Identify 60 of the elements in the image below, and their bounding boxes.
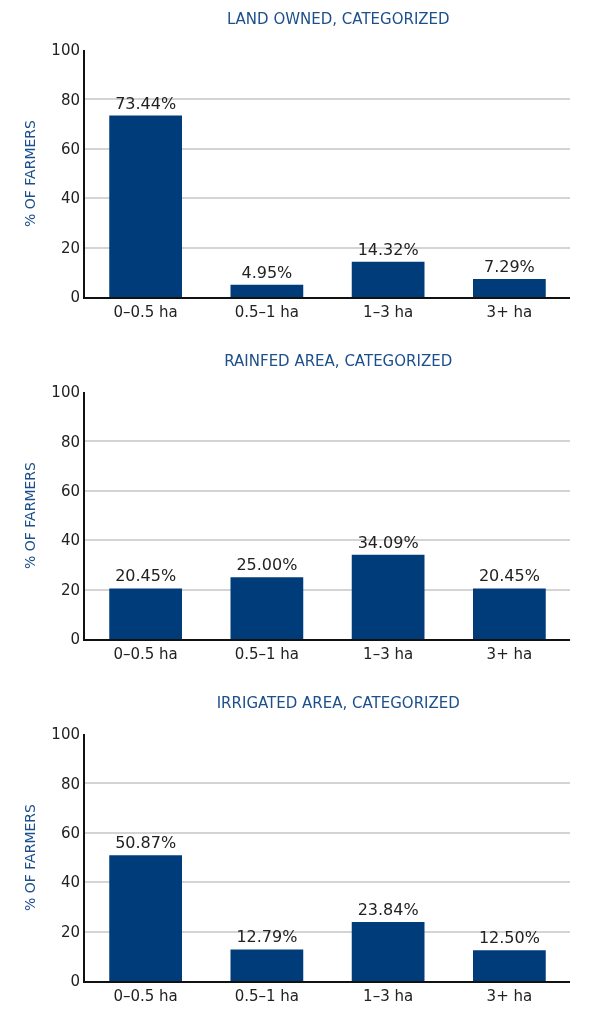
y-tick-label: 20 bbox=[60, 922, 80, 941]
y-tick-label: 0 bbox=[70, 972, 80, 991]
data-label: 50.87% bbox=[115, 833, 177, 853]
data-label: 14.32% bbox=[357, 239, 419, 259]
chart-title: LAND OWNED, CATEGORIZED bbox=[226, 10, 450, 29]
y-tick-label: 60 bbox=[60, 140, 80, 159]
bar bbox=[109, 115, 182, 297]
x-tick-label: 0–0.5 ha bbox=[113, 645, 178, 663]
bar bbox=[351, 922, 425, 981]
y-tick-label: 60 bbox=[60, 482, 80, 501]
x-tick-label: 0–0.5 ha bbox=[113, 987, 178, 1005]
x-tick-label: 1–3 ha bbox=[363, 303, 414, 321]
data-label: 34.09% bbox=[357, 532, 419, 552]
bar bbox=[230, 949, 304, 981]
y-tick-label: 80 bbox=[60, 432, 80, 451]
y-tick-label: 40 bbox=[60, 873, 80, 892]
x-tick-label: 1–3 ha bbox=[363, 645, 414, 663]
y-tick-label: 20 bbox=[60, 580, 80, 599]
bar bbox=[230, 577, 304, 639]
y-tick-label: 60 bbox=[60, 824, 80, 843]
data-label: 20.45% bbox=[115, 566, 177, 586]
y-tick-label: 0 bbox=[70, 288, 80, 307]
y-tick-label: 40 bbox=[60, 189, 80, 208]
y-axis-title: % OF FARMERS bbox=[22, 119, 39, 227]
y-tick-label: 40 bbox=[60, 531, 80, 550]
bar bbox=[473, 278, 546, 297]
y-tick-label: 0 bbox=[70, 630, 80, 649]
x-tick-label: 0.5–1 ha bbox=[234, 987, 300, 1005]
x-tick-label: 0–0.5 ha bbox=[113, 303, 178, 321]
bar bbox=[473, 588, 546, 639]
chart-title: IRRIGATED AREA, CATEGORIZED bbox=[216, 694, 460, 713]
y-tick-label: 100 bbox=[51, 383, 80, 402]
bar bbox=[109, 588, 182, 639]
x-tick-label: 1–3 ha bbox=[363, 987, 414, 1005]
y-tick-label: 100 bbox=[51, 41, 80, 60]
x-tick-label: 3+ ha bbox=[486, 303, 533, 321]
chart-title: RAINFED AREA, CATEGORIZED bbox=[224, 352, 453, 371]
y-tick-label: 80 bbox=[60, 774, 80, 793]
y-axis-title: % OF FARMERS bbox=[22, 803, 39, 911]
data-label: 23.84% bbox=[357, 900, 419, 920]
y-tick-label: 20 bbox=[60, 238, 80, 257]
data-label: 12.50% bbox=[478, 928, 540, 948]
bar bbox=[230, 284, 304, 297]
y-tick-label: 80 bbox=[60, 90, 80, 109]
bar bbox=[351, 554, 425, 639]
x-tick-label: 0.5–1 ha bbox=[234, 303, 300, 321]
data-label: 25.00% bbox=[236, 555, 298, 575]
x-tick-label: 0.5–1 ha bbox=[234, 645, 300, 663]
bar bbox=[473, 950, 546, 981]
bar bbox=[351, 261, 425, 297]
data-label: 20.45% bbox=[478, 566, 540, 586]
y-tick-label: 100 bbox=[51, 725, 80, 744]
data-label: 7.29% bbox=[483, 256, 535, 276]
y-axis-title: % OF FARMERS bbox=[22, 461, 39, 569]
data-label: 12.79% bbox=[236, 927, 298, 947]
bar bbox=[109, 855, 182, 981]
x-tick-label: 3+ ha bbox=[486, 987, 533, 1005]
data-label: 4.95% bbox=[241, 262, 293, 282]
data-label: 73.44% bbox=[115, 93, 177, 113]
x-tick-label: 3+ ha bbox=[486, 645, 533, 663]
